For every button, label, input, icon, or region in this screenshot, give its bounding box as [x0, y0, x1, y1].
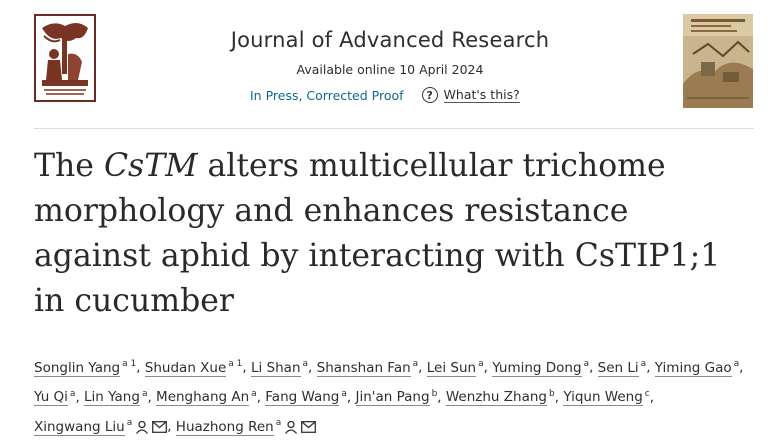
author-item[interactable]: Wenzhu Zhang b: [445, 388, 555, 406]
whats-this-link[interactable]: What's this?: [443, 87, 520, 103]
header-divider: [34, 128, 754, 129]
author-item[interactable]: Yiqun Weng c: [563, 388, 650, 406]
author-item[interactable]: Yu Qi a: [34, 388, 76, 406]
person-icon[interactable]: [284, 420, 298, 434]
author-item[interactable]: Xingwang Liu a: [34, 418, 168, 436]
author-item[interactable]: Menghang An a: [156, 388, 257, 406]
author-item[interactable]: Lei Sun a: [426, 359, 484, 377]
elsevier-tree-logo-icon[interactable]: [34, 14, 96, 102]
journal-title-link[interactable]: Journal of Advanced Research: [230, 28, 550, 52]
author-item[interactable]: Lin Yang a: [84, 388, 148, 406]
journal-cover-icon[interactable]: [683, 14, 753, 108]
article-title-gene: CsTM: [103, 148, 198, 184]
article-title: The CsTM alters multicellular trichome m…: [34, 144, 754, 324]
author-list: Songlin Yang a 1, Shudan Xue a 1, Li Shan a…: [34, 359, 744, 436]
mail-icon[interactable]: [301, 420, 317, 433]
author-item[interactable]: Yuming Dong a: [492, 359, 590, 377]
author-item[interactable]: Shudan Xue a 1: [144, 359, 243, 377]
person-icon[interactable]: [135, 420, 149, 434]
author-item[interactable]: Li Shan a: [250, 359, 309, 377]
in-press-status: In Press, Corrected Proof: [250, 87, 404, 103]
article-title-rest: alters multicellular trichome morphology…: [34, 148, 721, 319]
author-item[interactable]: Songlin Yang a 1: [34, 359, 137, 377]
author-item[interactable]: Sen Li a: [597, 359, 647, 377]
mail-icon[interactable]: [152, 420, 168, 433]
author-item[interactable]: Shanshan Fan a: [316, 359, 419, 377]
article-status-row: In Press, Corrected Proof ? What's this?: [250, 86, 520, 104]
article-title-prefix: The: [34, 148, 104, 184]
author-item[interactable]: Huazhong Ren a: [175, 418, 317, 436]
author-item[interactable]: Jin'an Pang b: [355, 388, 438, 406]
available-online-date: Available online 10 April 2024: [296, 62, 484, 77]
author-item[interactable]: Fang Wang a: [265, 388, 347, 406]
question-circle-icon[interactable]: ?: [421, 87, 438, 103]
author-item[interactable]: Yiming Gao a: [654, 359, 740, 377]
